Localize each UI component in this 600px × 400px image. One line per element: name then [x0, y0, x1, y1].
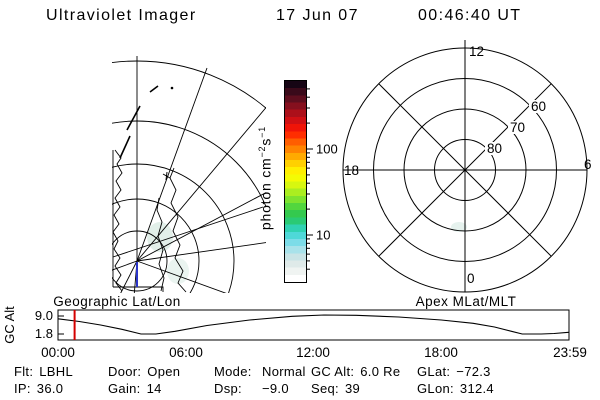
status-mode: Mode: Normal: [214, 363, 306, 380]
mlat-label-80: 80: [487, 141, 502, 156]
colorbar-unit-label: photon cm−2s−1: [257, 94, 275, 262]
colorbar-unit-prefix: photon cm: [257, 157, 274, 231]
polar-labels: 12 18 6 0 80 70 60: [344, 44, 592, 286]
status-glat-label: GLat:: [417, 364, 451, 379]
polar-emission-patch: [451, 222, 467, 232]
map-island-marks: [119, 85, 174, 181]
orbit-ytick-bottom: 1.8: [35, 326, 53, 341]
status-gain-value: 14: [146, 381, 162, 396]
status-col-flt: Flt: LBHL IP: 36.0: [14, 363, 73, 397]
status-flt: Flt: LBHL: [14, 363, 73, 380]
status-gain: Gain: 14: [108, 380, 180, 397]
orbit-chart-frame: [57, 309, 570, 341]
status-gain-label: Gain:: [108, 381, 141, 396]
mlt-label-12: 12: [469, 44, 484, 59]
orbit-chart-yticks: [58, 315, 64, 335]
status-col-gcalt: GC Alt: 6.0 Re Seq: 39: [311, 363, 400, 397]
status-seq-value: 39: [344, 381, 361, 396]
status-col-door: Door: Open Gain: 14: [108, 363, 180, 397]
colorbar-tick-label: 10: [316, 228, 330, 243]
status-gc-alt: GC Alt: 6.0 Re: [311, 363, 400, 380]
status-ip: IP: 36.0: [14, 380, 73, 397]
map-caption: Geographic Lat/Lon: [53, 294, 181, 309]
status-door-label: Door:: [108, 364, 142, 379]
status-mode-label: Mode:: [214, 364, 252, 379]
status-seq: Seq: 39: [311, 380, 400, 397]
orbit-xtick-labels: 00:00 06:00 12:00 18:00 23:59: [41, 345, 587, 360]
mlt-label-0: 0: [467, 271, 475, 286]
xtick-2359: 23:59: [553, 345, 587, 360]
status-glon: GLon: 312.4: [417, 380, 494, 397]
status-dsp-value: −9.0: [262, 381, 289, 396]
status-col-glatlon: GLat: −72.3 GLon: 312.4: [417, 363, 494, 397]
polar-grid: [342, 40, 588, 293]
status-glat-value: −72.3: [456, 364, 491, 379]
status-glon-value: 312.4: [459, 381, 494, 396]
colorbar-tick-label: 100: [316, 142, 338, 157]
status-gc-alt-label: GC Alt:: [311, 364, 355, 379]
time-text: 00:46:40 UT: [418, 7, 522, 24]
polar-caption: Apex MLat/MLT: [416, 294, 517, 309]
mlt-label-18: 18: [344, 163, 359, 178]
status-seq-label: Seq:: [311, 381, 339, 396]
status-col-mode: Mode: Normal Dsp: −9.0: [214, 363, 306, 397]
colorbar-unit-sup1: −2: [257, 145, 267, 158]
map-terminator-line: [112, 206, 264, 258]
xtick-1200: 12:00: [296, 345, 330, 360]
xtick-0000: 00:00: [41, 345, 75, 360]
status-glon-label: GLon:: [417, 381, 454, 396]
map-emission-patch: [147, 222, 173, 252]
map-emission-patch: [167, 258, 189, 284]
status-door-value: Open: [147, 364, 181, 379]
xtick-0600: 06:00: [169, 345, 203, 360]
colorbar-ticks: 100 10: [306, 88, 338, 270]
status-flt-label: Flt:: [14, 364, 34, 379]
mlt-label-6: 6: [584, 157, 592, 172]
xtick-1800: 18:00: [424, 345, 458, 360]
colorbar-gradient: [284, 80, 307, 283]
status-ip-label: IP:: [14, 381, 31, 396]
orbit-ylabel: GC Alt: [2, 306, 17, 344]
mlat-label-60: 60: [531, 99, 546, 114]
app-title: Ultraviolet Imager: [46, 7, 197, 24]
status-flt-value: LBHL: [39, 364, 73, 379]
polar-mlt-spokes: [343, 40, 587, 292]
orbit-strip-chart: GC Alt 9.0 1.8 00:00 06:00 12:00 18:00 2…: [2, 306, 587, 360]
orbit-ytick-top: 9.0: [35, 308, 53, 323]
date-text: 17 Jun 07: [276, 7, 359, 24]
status-glat: GLat: −72.3: [417, 363, 494, 380]
orbit-altitude-curve: [57, 314, 569, 335]
status-ip-value: 36.0: [36, 381, 64, 396]
status-door: Door: Open: [108, 363, 180, 380]
colorbar-unit-mid: s: [257, 137, 274, 146]
polar-latitude-circles: [342, 47, 588, 293]
mlat-label-70: 70: [510, 120, 525, 135]
colorbar-unit-sup2: −1: [257, 125, 267, 138]
map-coastlines: [112, 149, 187, 293]
polar-label-backings: [485, 100, 550, 155]
status-mode-value: Normal: [262, 364, 306, 379]
status-gc-alt-value: 6.0 Re: [360, 364, 401, 379]
status-dsp: Dsp: −9.0: [214, 380, 306, 397]
status-dsp-label: Dsp:: [214, 381, 242, 396]
